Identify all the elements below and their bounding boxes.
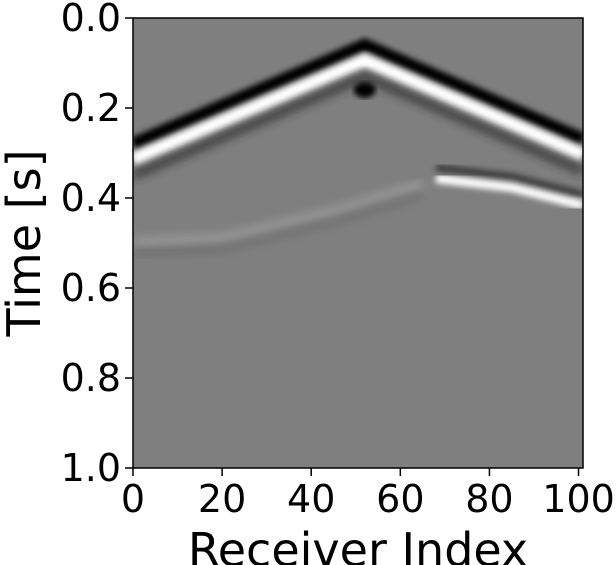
x-tick-label: 80 bbox=[465, 477, 513, 521]
reflection-left-event bbox=[133, 181, 424, 246]
y-tick-label: 0.6 bbox=[61, 266, 121, 310]
y-tick-label: 0.2 bbox=[61, 86, 121, 130]
direct-arrival-precursor bbox=[133, 37, 583, 150]
direct-arrival-event bbox=[133, 53, 583, 166]
x-axis-ticks: 0 20 40 60 80 100 bbox=[121, 468, 615, 521]
y-axis-label: Time [s] bbox=[0, 149, 51, 337]
y-tick-label: 0.8 bbox=[61, 356, 121, 400]
direct-arrival-trough bbox=[133, 72, 583, 179]
plot-frame bbox=[132, 17, 584, 469]
reflection-left-trough bbox=[133, 191, 424, 256]
y-tick-label: 0.4 bbox=[61, 176, 121, 220]
x-tick-label: 0 bbox=[121, 477, 145, 521]
x-tick-label: 40 bbox=[287, 477, 335, 521]
x-tick-label: 100 bbox=[542, 477, 615, 521]
x-tick-label: 60 bbox=[376, 477, 424, 521]
apex-dark-spot bbox=[353, 82, 376, 98]
y-tick-label: 0.0 bbox=[61, 0, 121, 40]
y-tick-label: 1.0 bbox=[61, 446, 121, 490]
y-axis-ticks: 0.0 0.2 0.4 0.6 0.8 1.0 bbox=[61, 0, 133, 490]
reflection-right-event bbox=[435, 174, 583, 210]
x-tick-label: 20 bbox=[198, 477, 246, 521]
x-axis-label: Receiver Index bbox=[188, 523, 528, 565]
reflection-right-trough bbox=[435, 164, 583, 198]
seismic-events bbox=[133, 37, 583, 256]
